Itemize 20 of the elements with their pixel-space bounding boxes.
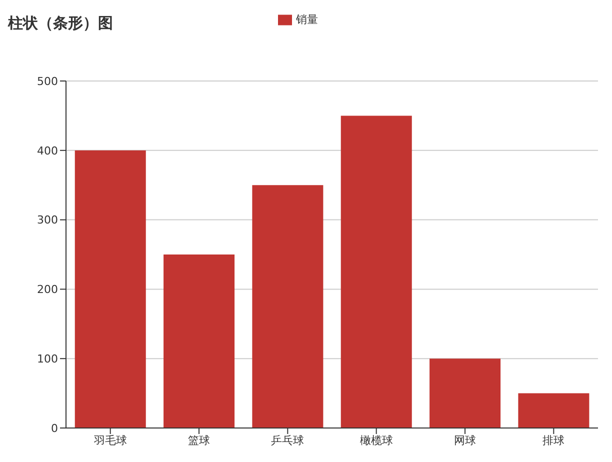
legend-label: 销量 <box>296 13 318 26</box>
y-tick-label: 500 <box>37 74 58 88</box>
bar <box>74 150 146 428</box>
y-tick-label: 400 <box>37 144 58 158</box>
bar <box>252 185 324 428</box>
bar <box>518 393 590 428</box>
x-tick-label: 网球 <box>454 434 476 447</box>
x-tick-label: 乒乓球 <box>271 434 304 447</box>
y-tick-label: 100 <box>37 352 58 366</box>
x-tick-label: 排球 <box>542 434 565 447</box>
bar <box>340 116 412 428</box>
x-tick-label: 篮球 <box>188 434 210 447</box>
y-tick-label: 0 <box>51 422 58 435</box>
x-tick-label: 羽毛球 <box>94 434 127 447</box>
x-tick-label: 橄榄球 <box>360 434 393 447</box>
chart-title: 柱状（条形）图 <box>8 14 113 33</box>
y-tick-label: 200 <box>37 283 58 296</box>
bar <box>164 254 235 428</box>
y-tick-label: 300 <box>37 214 58 227</box>
bar <box>430 358 501 428</box>
